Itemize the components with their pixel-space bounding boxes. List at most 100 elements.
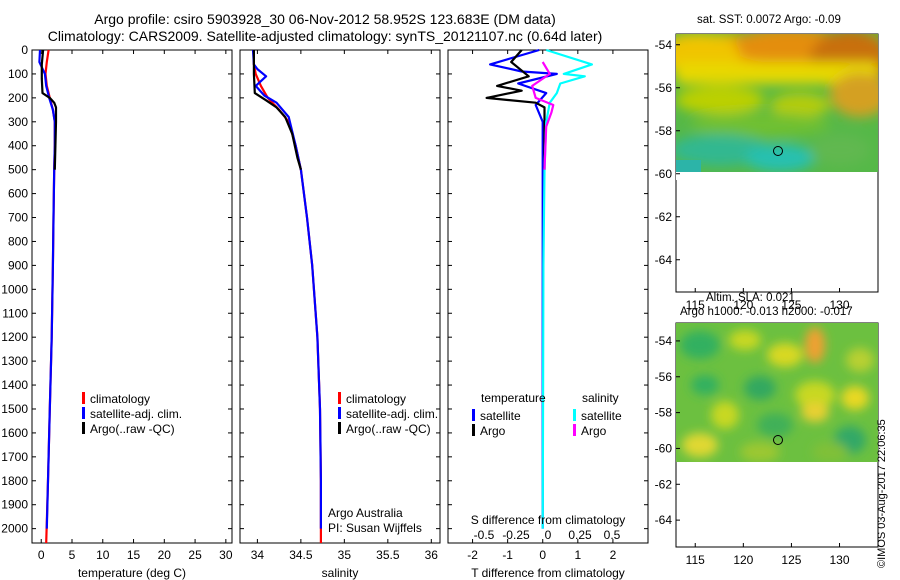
- temperature-ytick-label: 1400: [1, 378, 28, 392]
- temperature-xtick-label: 5: [69, 548, 76, 562]
- temperature-ytick-label: 2000: [1, 522, 28, 536]
- difference-legend-label: satellite: [581, 409, 622, 423]
- salinity-legend-swatch: [338, 407, 341, 419]
- temperature-xtick-label: 0: [38, 548, 45, 562]
- salinity-legend-swatch: [338, 422, 341, 434]
- difference-x2label: S difference from climatology: [471, 513, 626, 527]
- difference-legend-swatch: [573, 424, 576, 436]
- salinity-xlabel: salinity: [322, 566, 359, 580]
- difference-legend-swatch: [472, 409, 475, 421]
- salinity-xtick-label: 36: [425, 548, 439, 562]
- temperature-legend-swatch: [82, 407, 85, 419]
- sst-map-title: sat. SST: 0.0072 Argo: -0.09: [697, 14, 841, 26]
- sla-map-xtick-label: 115: [686, 553, 705, 567]
- pi-credit: PI: Susan Wijffels: [328, 521, 422, 535]
- temperature-ytick-label: 1500: [1, 402, 28, 416]
- temperature-ytick-label: 1300: [1, 354, 28, 368]
- sla-map-ytick-label: -58: [655, 406, 673, 420]
- temperature-ytick-label: 600: [8, 187, 28, 201]
- figure-title-line1: Argo profile: csiro 5903928_30 06-Nov-20…: [94, 11, 556, 27]
- salinity-plot-frame: [239, 49, 441, 544]
- sla-map-xtick-label: 120: [733, 553, 753, 567]
- difference-xtick-label: 2: [610, 548, 617, 562]
- difference-xtick-label: -2: [467, 548, 478, 562]
- difference-x2tick-label: 0.5: [604, 528, 621, 542]
- sst-map-image: [675, 33, 879, 293]
- argo-australia-credit: Argo Australia: [328, 506, 403, 520]
- sla-map-ytick-label: -64: [655, 513, 673, 527]
- temperature-xtick-label: 30: [219, 548, 233, 562]
- sst-map-ytick-label: -58: [655, 124, 673, 138]
- difference-series-1: [485, 49, 546, 170]
- temperature-ytick-label: 400: [8, 139, 28, 153]
- temperature-xlabel: temperature (deg C): [78, 566, 186, 580]
- sst-map-xtick-label: 125: [781, 298, 801, 312]
- sst-map-xtick-label: 115: [686, 298, 705, 312]
- difference-legend-header-temperature: temperature: [481, 391, 546, 405]
- sst-map-ytick-label: -56: [655, 81, 673, 95]
- temperature-ytick-label: 1200: [1, 330, 28, 344]
- sst-map-ytick-label: -54: [655, 38, 673, 52]
- sla-map-ytick-label: -56: [655, 370, 673, 384]
- difference-x2tick-label: -0.25: [502, 528, 530, 542]
- sst-argo-marker: [773, 146, 783, 156]
- sst-map-ytick-label: -60: [655, 167, 673, 181]
- difference-legend-label: Argo: [581, 424, 607, 438]
- temperature-xtick-label: 15: [127, 548, 141, 562]
- difference-legend-swatch: [573, 409, 576, 421]
- difference-legend-label: Argo: [480, 424, 506, 438]
- difference-xtick-label: 1: [574, 548, 581, 562]
- difference-plot-frame: [447, 49, 649, 544]
- sla-map-ytick-label: -62: [655, 477, 673, 491]
- sla-map-subtitle: Argo h1000: -0.013 h2000: -0.017: [680, 306, 853, 318]
- difference-xtick-label: 0: [539, 548, 546, 562]
- sla-map-ytick-label: -60: [655, 441, 673, 455]
- sst-map-ytick-label: -62: [655, 210, 673, 224]
- sst-map-ytick-label: -64: [655, 253, 673, 267]
- difference-xlabel: T difference from climatology: [471, 566, 625, 580]
- temperature-ytick-label: 800: [8, 234, 28, 248]
- temperature-plot-frame: [31, 49, 233, 544]
- temperature-series-2: [40, 49, 58, 170]
- temperature-ytick-label: 1000: [1, 282, 28, 296]
- difference-series-2: [541, 48, 594, 529]
- salinity-xtick-label: 34.5: [289, 548, 313, 562]
- temperature-ytick-label: 0: [21, 43, 28, 57]
- temperature-ytick-label: 700: [8, 211, 28, 225]
- figure-title-line2: Climatology: CARS2009. Satellite-adjuste…: [47, 28, 603, 44]
- difference-x2tick-label: 0.25: [568, 528, 592, 542]
- difference-legend-header-salinity: salinity: [582, 391, 619, 405]
- temperature-legend-label: satellite-adj. clim.: [90, 407, 182, 421]
- difference-x2tick-label: -0.5: [474, 528, 495, 542]
- salinity-legend-swatch: [338, 392, 341, 404]
- difference-legend-swatch: [472, 424, 475, 436]
- salinity-legend-label: climatology: [346, 392, 406, 406]
- temperature-ytick-label: 300: [8, 115, 28, 129]
- sla-argo-marker: [773, 435, 783, 445]
- difference-x2tick-label: 0: [545, 528, 552, 542]
- temperature-legend-swatch: [82, 392, 85, 404]
- temperature-ytick-label: 1900: [1, 498, 28, 512]
- sla-map-xtick-label: 125: [781, 553, 801, 567]
- sla-map-xtick-label: 130: [830, 553, 850, 567]
- salinity-xtick-label: 35.5: [376, 548, 400, 562]
- sla-map-image: [675, 322, 879, 548]
- temperature-ytick-label: 1600: [1, 426, 28, 440]
- temperature-xtick-label: 10: [96, 548, 110, 562]
- temperature-legend-label: climatology: [90, 392, 150, 406]
- salinity-xtick-label: 34: [251, 548, 265, 562]
- difference-series-3: [531, 61, 555, 170]
- temperature-legend-label: Argo(..raw -QC): [90, 422, 175, 436]
- temperature-ytick-label: 1100: [2, 306, 28, 320]
- difference-xtick-label: -1: [502, 548, 513, 562]
- temperature-ytick-label: 900: [8, 258, 28, 272]
- sst-map-xtick-label: 120: [733, 298, 753, 312]
- salinity-legend-label: satellite-adj. clim.: [346, 407, 438, 421]
- sst-map-xtick-label: 130: [830, 298, 850, 312]
- temperature-ytick-label: 500: [8, 163, 28, 177]
- imos-timestamp: ©IMOS 03-Aug-2017 22:06:35: [876, 419, 888, 568]
- temperature-ytick-label: 100: [8, 67, 28, 81]
- temperature-ytick-label: 1700: [1, 450, 28, 464]
- temperature-ytick-label: 1800: [1, 474, 28, 488]
